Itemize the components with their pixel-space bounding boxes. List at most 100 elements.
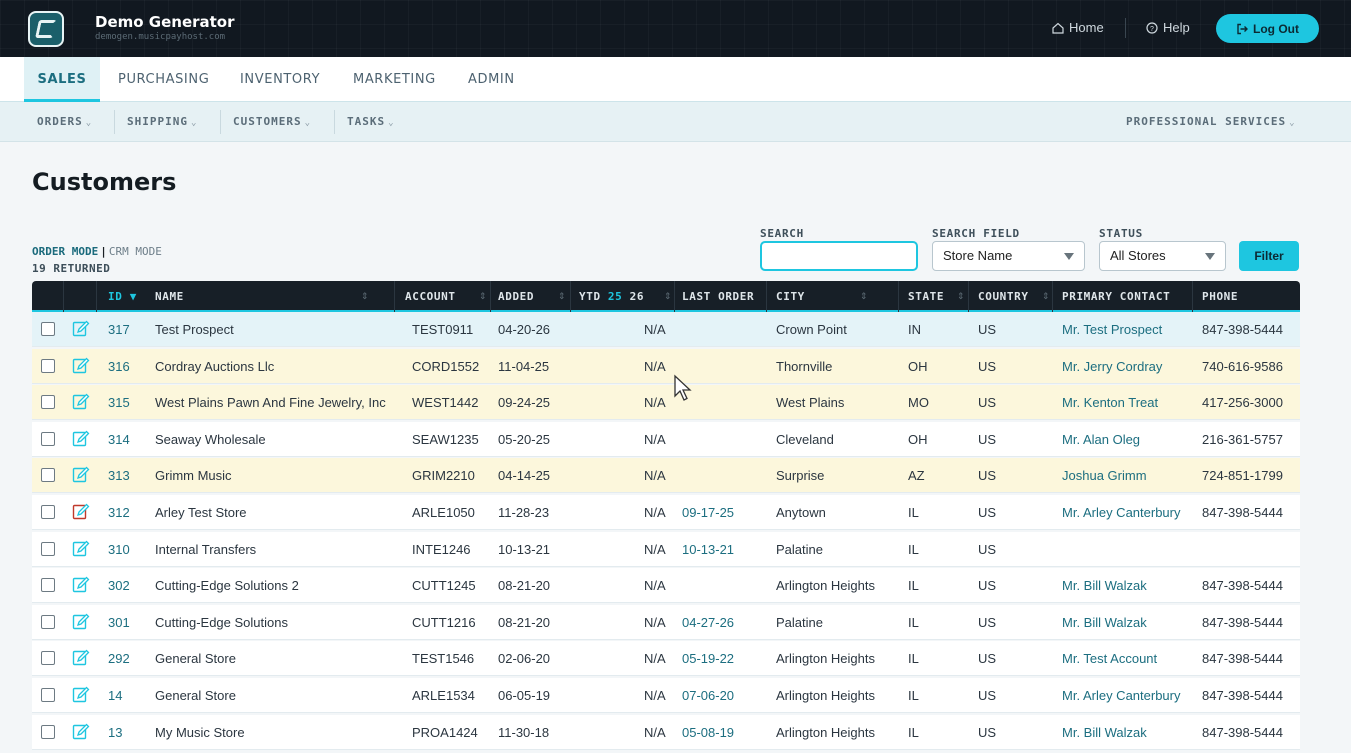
row-name[interactable]: Grimm Music (155, 468, 232, 483)
row-checkbox[interactable] (41, 725, 55, 739)
row-id[interactable]: 313 (108, 468, 130, 483)
row-name[interactable]: Seaway Wholesale (155, 432, 266, 447)
col-id[interactable]: ID ▼ (108, 290, 137, 303)
table-row[interactable]: 316 Cordray Auctions Llc CORD1552 11-04-25 N… (32, 349, 1300, 384)
ytd-year-current[interactable]: 25 (607, 290, 623, 303)
table-row[interactable]: 314 Seaway Wholesale SEAW1235 05-20-25 N/A Cl… (32, 422, 1300, 457)
row-name[interactable]: General Store (155, 651, 236, 666)
row-primary-contact[interactable]: Mr. Test Account (1062, 651, 1158, 666)
col-account[interactable]: ACCOUNT (405, 290, 456, 303)
row-checkbox[interactable] (41, 322, 55, 336)
row-last-order[interactable]: 07-06-20 (682, 688, 735, 703)
col-name[interactable]: NAME (155, 290, 184, 303)
row-id[interactable]: 314 (108, 432, 130, 447)
row-primary-contact[interactable]: Mr. Kenton Treat (1062, 395, 1159, 410)
edit-icon[interactable] (72, 613, 90, 636)
table-row[interactable]: 292 General Store TEST1546 02-06-20 N/A 05-19… (32, 641, 1300, 676)
row-id[interactable]: 14 (108, 688, 123, 703)
edit-icon[interactable] (72, 723, 90, 746)
table-row[interactable]: 317 Test Prospect TEST0911 04-20-26 N/A Crown… (32, 312, 1300, 347)
col-ytd[interactable]: YTD 25 26 (579, 290, 644, 303)
row-checkbox[interactable] (41, 359, 55, 373)
edit-icon[interactable] (72, 686, 90, 709)
filter-button[interactable]: Filter (1239, 241, 1299, 271)
row-name[interactable]: Arley Test Store (155, 505, 247, 520)
table-row[interactable]: 301 Cutting-Edge Solutions CUTT1216 08-21-2… (32, 605, 1300, 640)
tab-sales[interactable]: SALES (24, 57, 100, 102)
row-last-order[interactable]: 05-08-19 (682, 725, 735, 740)
subnav-orders[interactable]: ORDERS ⌄ (37, 115, 92, 128)
sort-icon[interactable]: ⇕ (361, 291, 369, 301)
row-primary-contact[interactable]: Mr. Bill Walzak (1062, 615, 1147, 630)
edit-icon[interactable] (72, 430, 90, 453)
row-primary-contact[interactable]: Mr. Test Prospect (1062, 322, 1163, 337)
table-row[interactable]: 302 Cutting-Edge Solutions 2 CUTT1245 08-21… (32, 568, 1300, 603)
row-id[interactable]: 302 (108, 578, 130, 593)
row-name[interactable]: Cutting-Edge Solutions 2 (155, 578, 299, 593)
row-primary-contact[interactable]: Mr. Bill Walzak (1062, 725, 1147, 740)
tab-admin[interactable]: ADMIN (468, 72, 515, 87)
row-id[interactable]: 292 (108, 651, 130, 666)
search-field-select[interactable]: Store Name (932, 241, 1085, 271)
col-primary-contact[interactable]: PRIMARY CONTACT (1062, 290, 1171, 303)
ytd-year-next[interactable]: 26 (629, 290, 645, 303)
search-input[interactable] (760, 241, 918, 271)
col-city[interactable]: CITY (776, 290, 805, 303)
logout-button[interactable]: Log Out (1216, 14, 1319, 43)
row-id[interactable]: 316 (108, 359, 130, 374)
row-name[interactable]: Cutting-Edge Solutions (155, 615, 288, 630)
sort-icon[interactable]: ⇕ (1042, 291, 1050, 301)
row-name[interactable]: West Plains Pawn And Fine Jewelry, Inc (155, 395, 386, 410)
tab-inventory[interactable]: INVENTORY (240, 72, 321, 87)
row-name[interactable]: Cordray Auctions Llc (155, 359, 275, 374)
row-checkbox[interactable] (41, 542, 55, 556)
edit-icon[interactable] (72, 540, 90, 563)
edit-icon[interactable] (72, 320, 90, 343)
table-row[interactable]: 315 West Plains Pawn And Fine Jewelry, In… (32, 385, 1300, 420)
table-row[interactable]: 13 My Music Store PROA1424 11-30-18 N/A 05-08… (32, 715, 1300, 750)
edit-icon[interactable] (72, 393, 90, 416)
table-row[interactable]: 313 Grimm Music GRIM2210 04-14-25 N/A Surpris… (32, 458, 1300, 493)
row-id[interactable]: 13 (108, 725, 123, 740)
row-name[interactable]: My Music Store (155, 725, 245, 740)
sort-icon[interactable]: ⇕ (558, 291, 566, 301)
edit-icon[interactable] (72, 576, 90, 599)
row-checkbox[interactable] (41, 395, 55, 409)
row-id[interactable]: 301 (108, 615, 130, 630)
app-logo[interactable] (28, 11, 64, 47)
row-checkbox[interactable] (41, 688, 55, 702)
subnav-professional-services[interactable]: PROFESSIONAL SERVICES ⌄ (1126, 115, 1296, 128)
table-row[interactable]: 310 Internal Transfers INTE1246 10-13-21 N/A… (32, 532, 1300, 567)
sort-icon[interactable]: ⇕ (957, 291, 965, 301)
sort-icon[interactable]: ⇕ (664, 291, 672, 301)
tab-marketing[interactable]: MARKETING (353, 72, 436, 87)
row-checkbox[interactable] (41, 468, 55, 482)
edit-icon[interactable] (72, 649, 90, 672)
row-checkbox[interactable] (41, 432, 55, 446)
col-state[interactable]: STATE (908, 290, 945, 303)
help-link[interactable]: ? Help (1146, 20, 1190, 35)
row-last-order[interactable]: 04-27-26 (682, 615, 735, 630)
col-country[interactable]: COUNTRY (978, 290, 1029, 303)
row-last-order[interactable]: 10-13-21 (682, 542, 735, 557)
row-checkbox[interactable] (41, 578, 55, 592)
col-added[interactable]: ADDED (498, 290, 535, 303)
row-name[interactable]: Internal Transfers (155, 542, 257, 557)
edit-icon[interactable] (72, 466, 90, 489)
sort-icon[interactable]: ⇕ (479, 291, 487, 301)
row-primary-contact[interactable]: Mr. Alan Oleg (1062, 432, 1141, 447)
home-link[interactable]: Home (1052, 20, 1104, 35)
row-checkbox[interactable] (41, 615, 55, 629)
subnav-shipping[interactable]: SHIPPING ⌄ (127, 115, 197, 128)
row-id[interactable]: 317 (108, 322, 130, 337)
subnav-customers[interactable]: CUSTOMERS ⌄ (233, 115, 311, 128)
row-id[interactable]: 315 (108, 395, 130, 410)
row-primary-contact[interactable]: Joshua Grimm (1062, 468, 1147, 483)
row-primary-contact[interactable]: Mr. Jerry Cordray (1062, 359, 1163, 374)
row-last-order[interactable]: 09-17-25 (682, 505, 735, 520)
row-id[interactable]: 310 (108, 542, 130, 557)
row-id[interactable]: 312 (108, 505, 130, 520)
row-checkbox[interactable] (41, 651, 55, 665)
edit-flagged-icon[interactable] (72, 503, 90, 526)
order-mode-toggle[interactable]: ORDER MODE (32, 245, 99, 258)
